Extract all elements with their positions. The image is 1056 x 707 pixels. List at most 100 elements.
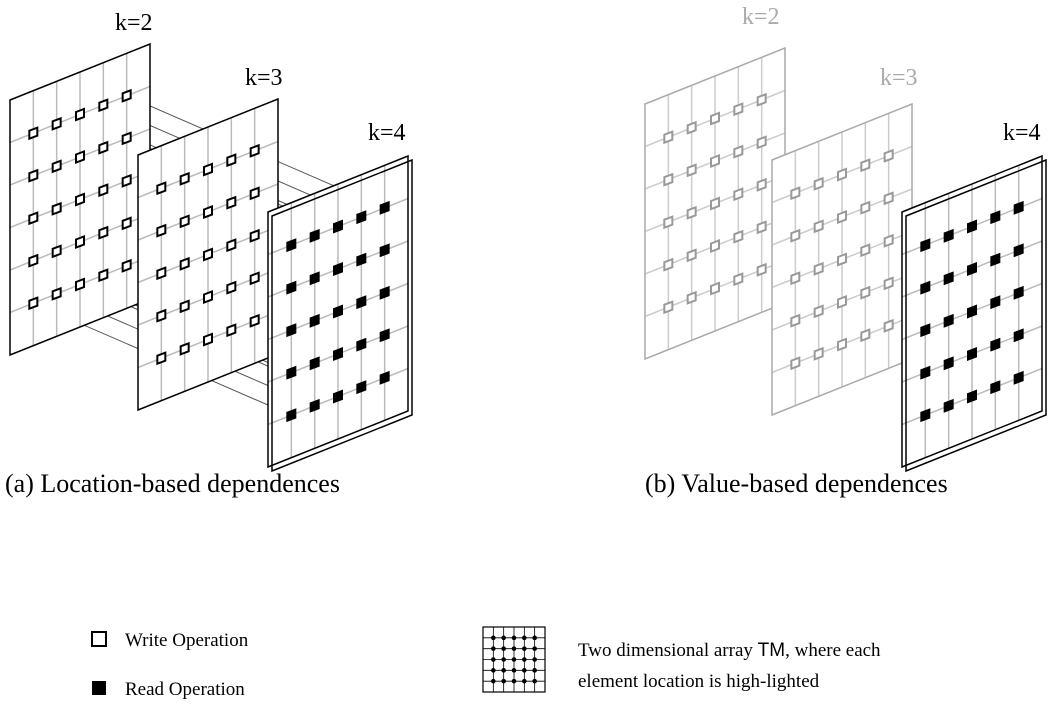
write-op [28, 168, 39, 183]
write-op [226, 153, 237, 168]
write-op [837, 210, 847, 224]
write-op [75, 235, 85, 249]
write-op [179, 299, 190, 314]
write-op [226, 238, 237, 253]
write-op [686, 120, 697, 135]
read-icon [92, 681, 106, 695]
write-op [756, 92, 767, 107]
write-op [710, 281, 720, 296]
write-op [28, 296, 39, 311]
write-op [156, 181, 167, 196]
read-op [967, 219, 977, 234]
write-op [75, 150, 85, 164]
write-op [121, 216, 132, 231]
read-op [379, 200, 390, 215]
write-op [203, 247, 213, 262]
plane-border [271, 158, 413, 473]
write-op [710, 111, 720, 126]
write-op [121, 173, 132, 188]
array-dot [532, 678, 537, 684]
write-op [860, 200, 871, 215]
plane-label: k=4 [368, 120, 406, 146]
write-op [710, 196, 720, 211]
write-op [837, 337, 847, 352]
array-dot [522, 657, 527, 662]
caption: (a) Location-based dependences [5, 469, 340, 498]
plane [644, 46, 786, 361]
write-icon [91, 631, 107, 647]
read-op [356, 295, 367, 310]
legend-text: Read Operation [125, 679, 245, 700]
write-op [710, 154, 720, 168]
write-op [790, 228, 801, 243]
write-op [813, 219, 824, 234]
write-op [203, 290, 213, 304]
write-op [883, 191, 894, 206]
write-op [75, 107, 85, 122]
array-dot [522, 646, 527, 651]
read-op [943, 398, 954, 413]
array-dot [532, 657, 537, 662]
read-op [356, 252, 367, 267]
array-dot [511, 635, 517, 641]
write-op [883, 148, 894, 163]
read-op [379, 328, 390, 343]
write-op [663, 130, 674, 145]
plane-label: k=3 [245, 65, 283, 91]
read-op [333, 389, 343, 404]
write-op [156, 351, 167, 366]
caption: (b) Value-based dependences [645, 469, 948, 498]
write-op [733, 144, 744, 159]
write-op [121, 88, 132, 103]
write-op [28, 211, 39, 226]
read-op [379, 243, 390, 258]
write-op [813, 304, 824, 319]
read-op [356, 337, 367, 352]
write-op [686, 248, 697, 263]
write-op [813, 261, 824, 276]
read-op [286, 408, 297, 423]
write-op [790, 186, 801, 201]
array-dot [491, 646, 496, 651]
read-op [967, 389, 977, 404]
read-op [333, 304, 343, 319]
read-op [1013, 370, 1024, 385]
write-op [98, 183, 109, 198]
legend-text: Write Operation [125, 630, 249, 651]
write-op [733, 272, 744, 287]
read-op [990, 380, 1001, 395]
array-dot [501, 678, 506, 684]
read-op [333, 219, 343, 234]
write-op [28, 126, 39, 141]
write-op [156, 223, 167, 238]
write-op [121, 258, 132, 273]
write-op [226, 323, 237, 338]
write-op [121, 131, 132, 146]
write-op [710, 239, 720, 253]
write-op [756, 177, 767, 192]
write-op [790, 356, 801, 371]
read-op [990, 337, 1001, 352]
array-dot [522, 635, 527, 641]
write-op [733, 229, 744, 244]
read-op [967, 347, 977, 361]
array-dot [511, 668, 517, 673]
write-op [686, 205, 697, 220]
array-dot [532, 668, 537, 673]
write-op [98, 268, 109, 283]
read-op [920, 365, 931, 380]
array-dot [511, 646, 517, 651]
plane-label: k=2 [742, 4, 780, 30]
plane-label: k=4 [1003, 120, 1041, 146]
array-dot [501, 668, 506, 673]
write-op [98, 225, 109, 240]
legend-text: Two dimensional array TM, where each [578, 640, 881, 661]
text: TM [758, 640, 785, 661]
array-dot [501, 635, 506, 641]
plane-border [901, 154, 1043, 469]
write-op [51, 286, 62, 301]
read-op [286, 280, 297, 295]
write-op [226, 195, 237, 210]
read-op [990, 252, 1001, 267]
